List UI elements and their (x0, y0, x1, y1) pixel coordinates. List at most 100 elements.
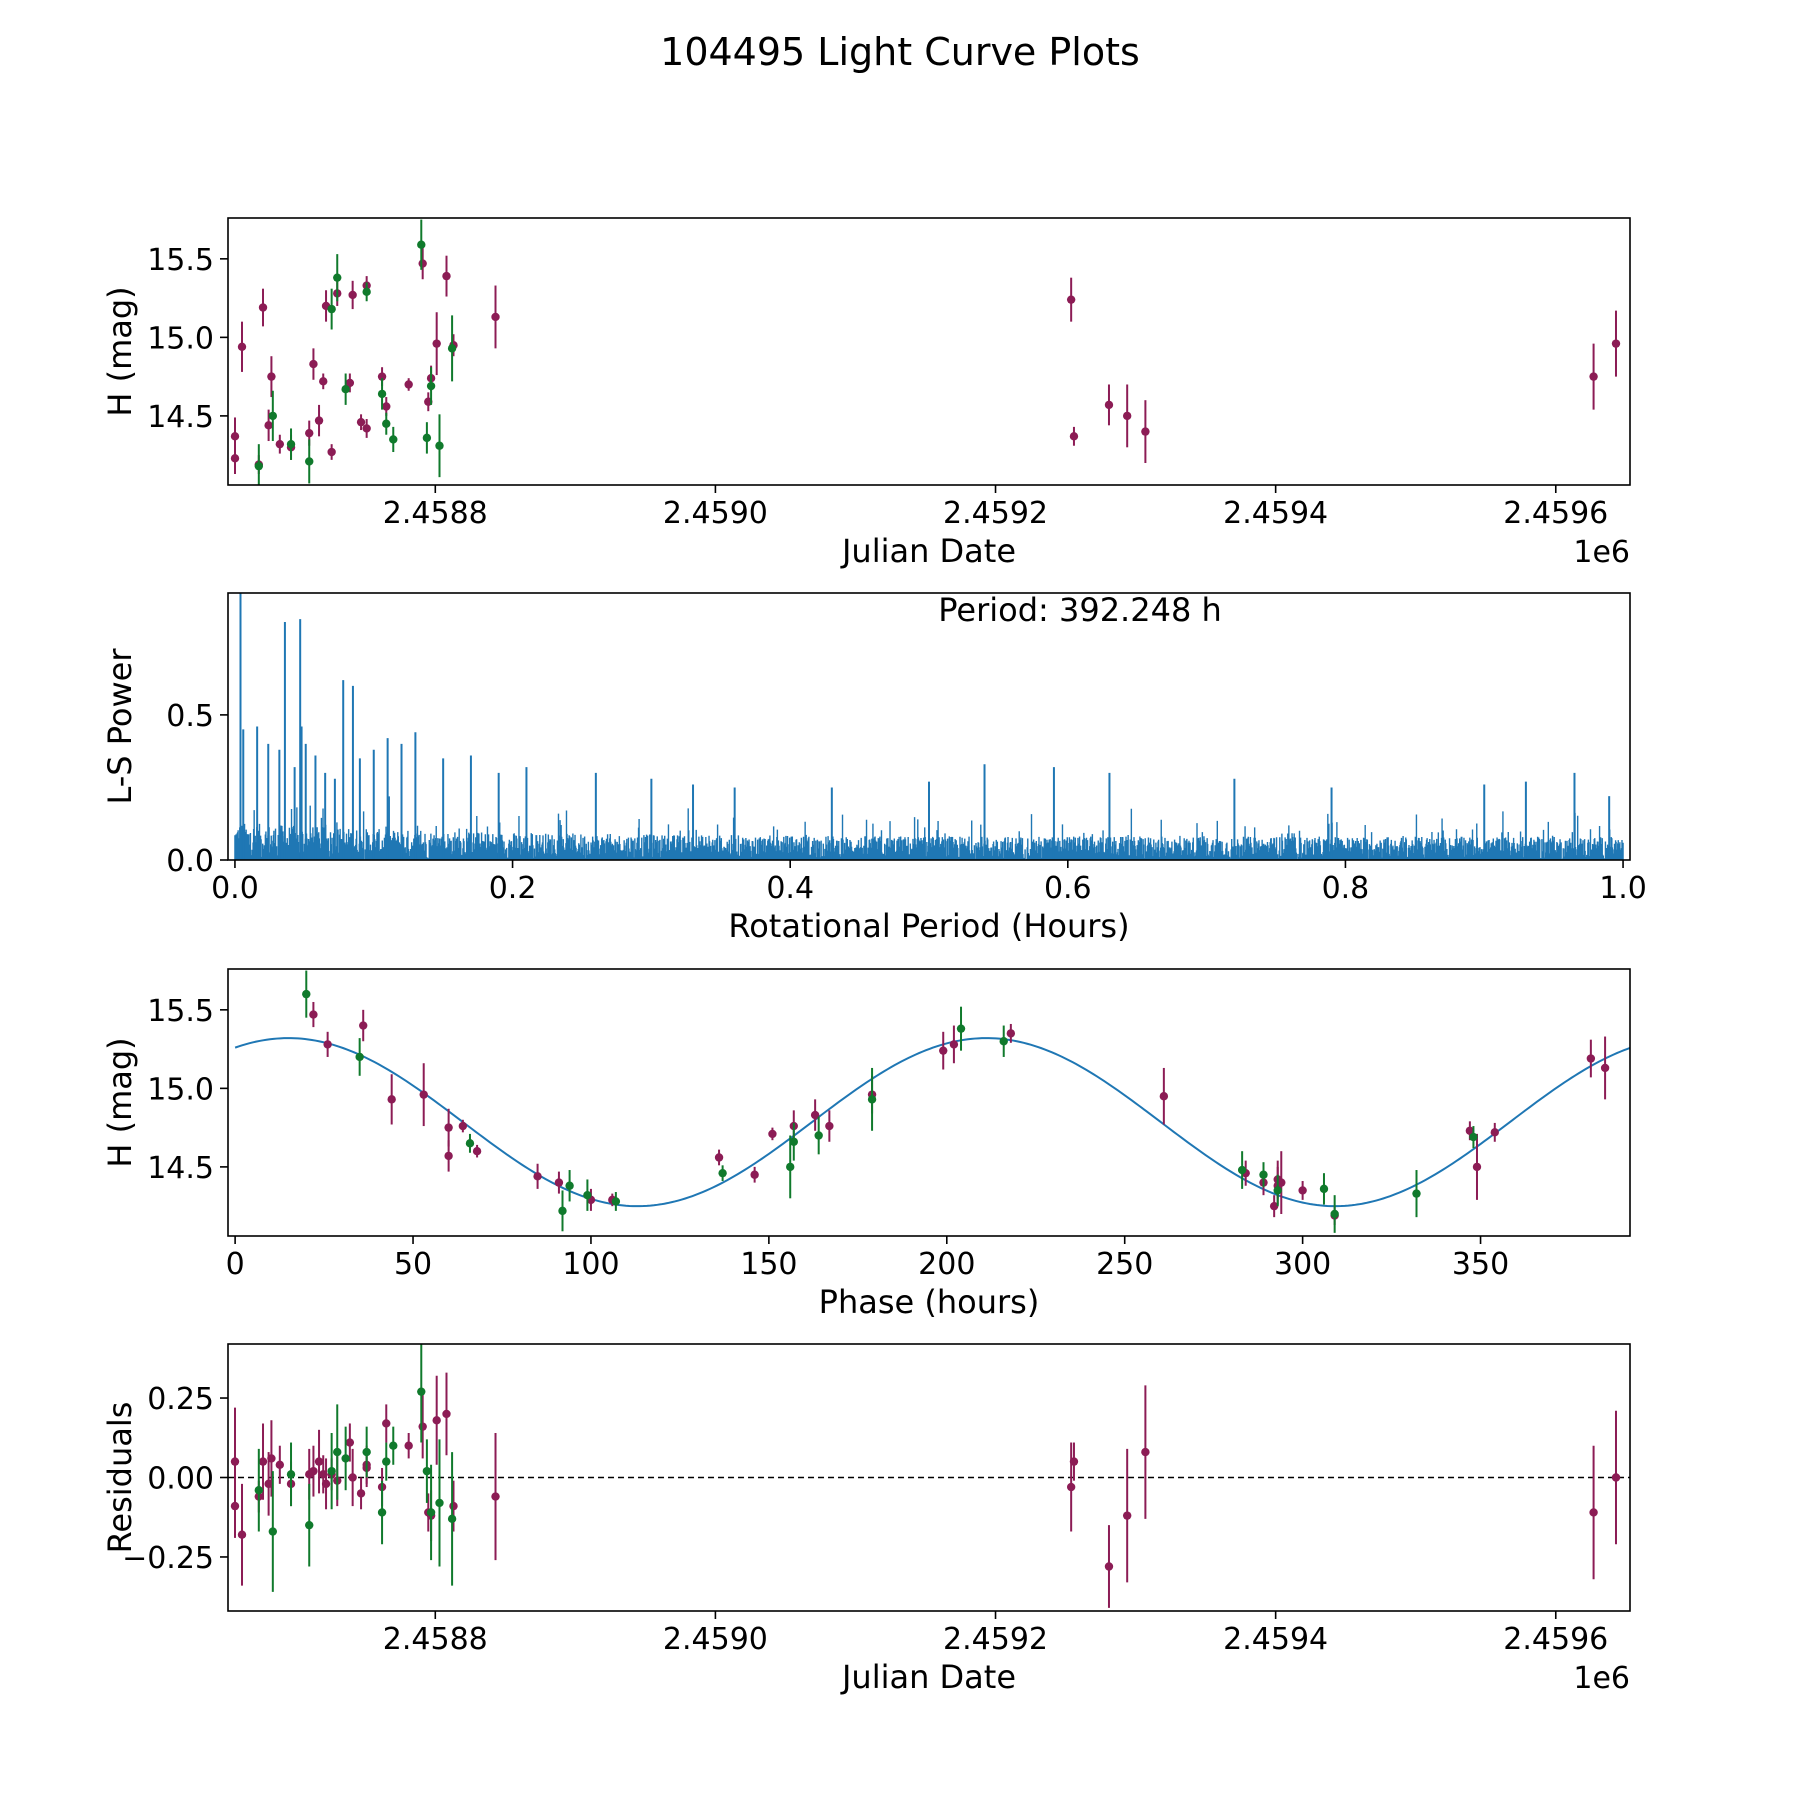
purple-data-point (939, 1046, 948, 1055)
purple-data-point (327, 447, 336, 457)
green-data-point (254, 1486, 264, 1495)
purple-data-point (230, 1501, 240, 1511)
y-tick-label: 0.0 (166, 844, 214, 879)
x-axis-label: Julian Date (840, 1658, 1016, 1696)
x-tick-label: 2.4590 (663, 496, 768, 531)
green-data-point (789, 1137, 798, 1146)
purple-data-point (1069, 1457, 1079, 1466)
purple-data-point (323, 1040, 332, 1049)
x-tick-label: 0.8 (1322, 871, 1370, 906)
purple-data-point (1104, 1562, 1114, 1571)
purple-data-point (1122, 1511, 1132, 1520)
purple-data-point (1611, 1473, 1621, 1482)
green-data-point (565, 1181, 574, 1190)
purple-data-point (1104, 400, 1114, 410)
y-tick-label: 15.5 (147, 994, 214, 1029)
green-data-point (1469, 1132, 1478, 1142)
purple-data-point (345, 1438, 355, 1447)
purple-data-point (348, 1473, 357, 1482)
purple-data-point (314, 1457, 324, 1466)
green-data-point (268, 411, 278, 421)
y-axis-label: H (mag) (101, 1037, 139, 1167)
purple-data-point (1589, 1508, 1598, 1517)
model-fit-curve (234, 1037, 1630, 1208)
purple-data-point (449, 1501, 458, 1511)
green-data-point (786, 1162, 795, 1172)
purple-data-point (314, 416, 324, 425)
purple-data-point (1600, 1063, 1610, 1073)
purple-data-point (533, 1172, 542, 1181)
green-data-point (333, 273, 342, 282)
x-tick-label: 0.6 (1044, 871, 1092, 906)
axes-frame (227, 968, 1631, 1237)
purple-data-point (491, 312, 500, 322)
purple-data-point (305, 428, 314, 438)
y-tick-label: −0.25 (122, 1541, 214, 1576)
purple-data-point (356, 417, 366, 427)
x-tick-label: 50 (394, 1247, 432, 1282)
x-tick-label: 1.0 (1599, 871, 1647, 906)
green-data-point (1273, 1186, 1282, 1195)
purple-data-point (1122, 411, 1132, 421)
green-data-point (426, 1508, 436, 1517)
purple-data-point (1141, 427, 1150, 436)
x-tick-label: 250 (1096, 1247, 1153, 1282)
green-data-point (341, 384, 350, 394)
x-tick-label: 2.4592 (943, 1622, 1048, 1657)
y-tick-label: 15.0 (147, 1072, 214, 1107)
green-data-point (417, 240, 426, 249)
purple-data-point (1159, 1092, 1169, 1101)
purple-data-point (377, 372, 387, 381)
green-data-point (286, 439, 296, 449)
purple-data-point (404, 1441, 413, 1450)
purple-data-point (1141, 1447, 1150, 1457)
purple-data-point (309, 359, 318, 369)
purple-data-point (404, 380, 413, 389)
period-annotation: Period: 392.248 h (938, 591, 1222, 629)
purple-data-point (1490, 1128, 1499, 1137)
axes-frame (227, 592, 1631, 861)
purple-data-point (319, 377, 328, 386)
purple-data-point (1298, 1186, 1307, 1195)
green-data-point (389, 435, 398, 444)
data-layer (230, 219, 1621, 485)
green-data-point (254, 461, 264, 471)
x-tick-label: 2.4596 (1503, 496, 1608, 531)
periodogram-panel: 0.0 0.2 0.4 0.6 0.8 1.0 0.0 0.5 Rotational Perio… (101, 591, 1647, 945)
y-axis-label: L-S Power (101, 648, 139, 805)
purple-data-point (309, 1466, 318, 1476)
green-data-point (377, 389, 387, 399)
x-tick-label: 2.4594 (1223, 496, 1328, 531)
y-tick-label: 14.5 (147, 1151, 214, 1186)
x-tick-label: 0.2 (489, 871, 537, 906)
x-tick-label: 100 (562, 1247, 619, 1282)
purple-data-point (345, 378, 355, 388)
purple-data-point (442, 1409, 451, 1419)
purple-data-point (264, 421, 273, 430)
y-axis-label: Residuals (101, 1402, 139, 1554)
x-tick-label: 0.0 (211, 871, 259, 906)
purple-data-point (768, 1129, 777, 1139)
purple-data-point (362, 424, 371, 433)
green-data-point (362, 287, 371, 297)
data-layer (230, 1344, 1621, 1608)
purple-data-point (491, 1492, 500, 1501)
x-tick-label: 300 (1274, 1247, 1331, 1282)
purple-data-point (1586, 1054, 1596, 1063)
power-noise-floor (234, 796, 1624, 860)
purple-data-point (472, 1146, 482, 1156)
green-data-point (1259, 1170, 1268, 1179)
purple-data-point (432, 339, 441, 348)
green-data-point (435, 1498, 444, 1508)
green-data-point (362, 1447, 371, 1457)
purple-data-point (810, 1110, 820, 1120)
green-data-point (718, 1168, 727, 1178)
x-axis-label: Julian Date (840, 532, 1016, 570)
green-data-point (611, 1197, 621, 1206)
purple-data-point (442, 271, 451, 281)
green-data-point (268, 1527, 278, 1536)
purple-data-point (267, 1454, 276, 1463)
green-data-point (1237, 1165, 1247, 1175)
purple-data-point (1611, 339, 1621, 348)
